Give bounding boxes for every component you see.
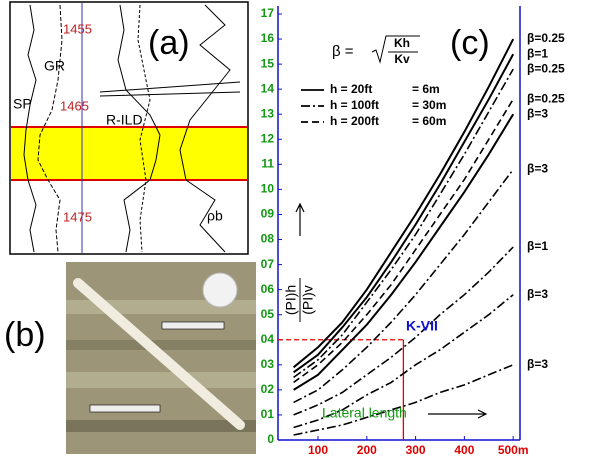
reservoir-band [11, 127, 247, 180]
curve-label: β=1 [527, 46, 548, 60]
depth-label: 1455 [63, 21, 92, 36]
y-tick-label: 07 [261, 257, 275, 271]
panel-label: (a) [148, 24, 190, 62]
core-layer [66, 372, 256, 388]
curve-label: β=0.25 [527, 91, 565, 105]
rild-curve [117, 4, 161, 253]
y-tick-label: 0 [267, 432, 274, 446]
y-tick-label: 08 [261, 232, 275, 246]
x-arrow [428, 409, 488, 419]
curve-label: β=0.25 [527, 61, 565, 75]
tag [89, 404, 161, 413]
y-tick-label: 15 [261, 56, 275, 70]
y-tick-label: 03 [261, 357, 275, 371]
curve [293, 246, 514, 416]
log-name: SP [13, 96, 32, 112]
y-tick-label: 09 [261, 207, 275, 221]
y-tick-label: 14 [261, 81, 275, 95]
legend-equiv: = 60m [412, 114, 446, 128]
y-tick-label: 11 [261, 157, 274, 171]
well-log-panel: 1455 1465 1475 GR SP R-ILD ρb (a) [9, 1, 249, 255]
y-tick-label: 02 [261, 382, 275, 396]
x-tick-label: 400 [454, 443, 474, 456]
depth-label: 1475 [63, 209, 92, 224]
y-tick-label: 05 [261, 307, 275, 321]
x-tick-label: 200 [357, 443, 377, 456]
panel-label: (c) [450, 24, 490, 62]
formula-num: Kh [394, 36, 410, 50]
y-tick-label: 04 [261, 332, 275, 346]
chart: 0 01 02 03 04 05 06 07 08 09 10 11 12 13 14 15 16 17 100 20… [261, 6, 565, 456]
curve-label: β=3 [527, 357, 548, 371]
curve [293, 113, 515, 391]
core-layer [66, 420, 256, 432]
curve [293, 53, 515, 374]
y-tick-label: 12 [261, 131, 275, 145]
log-name: ρb [207, 208, 223, 224]
y-arrow [295, 202, 305, 236]
curve-label: β=1 [527, 239, 548, 253]
sp-curve [37, 4, 63, 253]
curve [293, 364, 514, 436]
curve [293, 168, 514, 404]
curve-label: β=0.25 [527, 31, 565, 45]
y-label: (PI)h (PI)v [283, 278, 316, 322]
rild-curve-2 [137, 4, 151, 253]
log-name: GR [44, 58, 65, 74]
y-tick-label: 13 [261, 106, 275, 120]
gr-curve [23, 4, 37, 253]
curve [293, 98, 514, 384]
curve [293, 294, 514, 429]
y-tick-label: 10 [261, 182, 275, 196]
depth-label: 1465 [60, 98, 89, 113]
scale-bar [73, 278, 245, 430]
y-tick-label: 16 [261, 31, 275, 45]
legend-label: h = 100ft [330, 98, 379, 112]
crossline [99, 91, 241, 97]
legend-label: h = 200ft [330, 114, 379, 128]
coin [202, 272, 238, 308]
curve-label: β=3 [527, 162, 548, 176]
radical [371, 35, 420, 64]
panel-label: (b) [4, 316, 46, 354]
x-tick-label: 100 [308, 443, 328, 456]
crossline [99, 81, 241, 93]
y-tick-label: 17 [261, 6, 275, 20]
curve-label: β=3 [527, 287, 548, 301]
y-label-num: (PI)h [283, 285, 299, 315]
x-label: Lateral length [322, 405, 407, 421]
rhob-curve [179, 4, 231, 253]
x-tick-label: 300 [406, 443, 426, 456]
core-layer [66, 340, 256, 350]
curve-label: β=3 [527, 106, 548, 120]
y-tick-label: 06 [261, 282, 275, 296]
log-name: R-ILD [106, 112, 143, 128]
curve [293, 68, 514, 379]
y-label-den: (PI)v [300, 285, 316, 315]
legend-equiv: = 6m [412, 82, 440, 96]
x-tick-label: 500m [498, 443, 529, 456]
formula-lhs: β = [332, 43, 354, 60]
core-photo-panel: (b) [4, 262, 256, 454]
y-tick-label: 01 [261, 407, 275, 421]
legend-label: h = 20ft [330, 82, 372, 96]
annotation: K-VII [406, 318, 438, 334]
legend-equiv: = 30m [412, 98, 446, 112]
formula-den: Kv [394, 52, 410, 66]
curve [292, 38, 515, 369]
tag [161, 321, 225, 330]
